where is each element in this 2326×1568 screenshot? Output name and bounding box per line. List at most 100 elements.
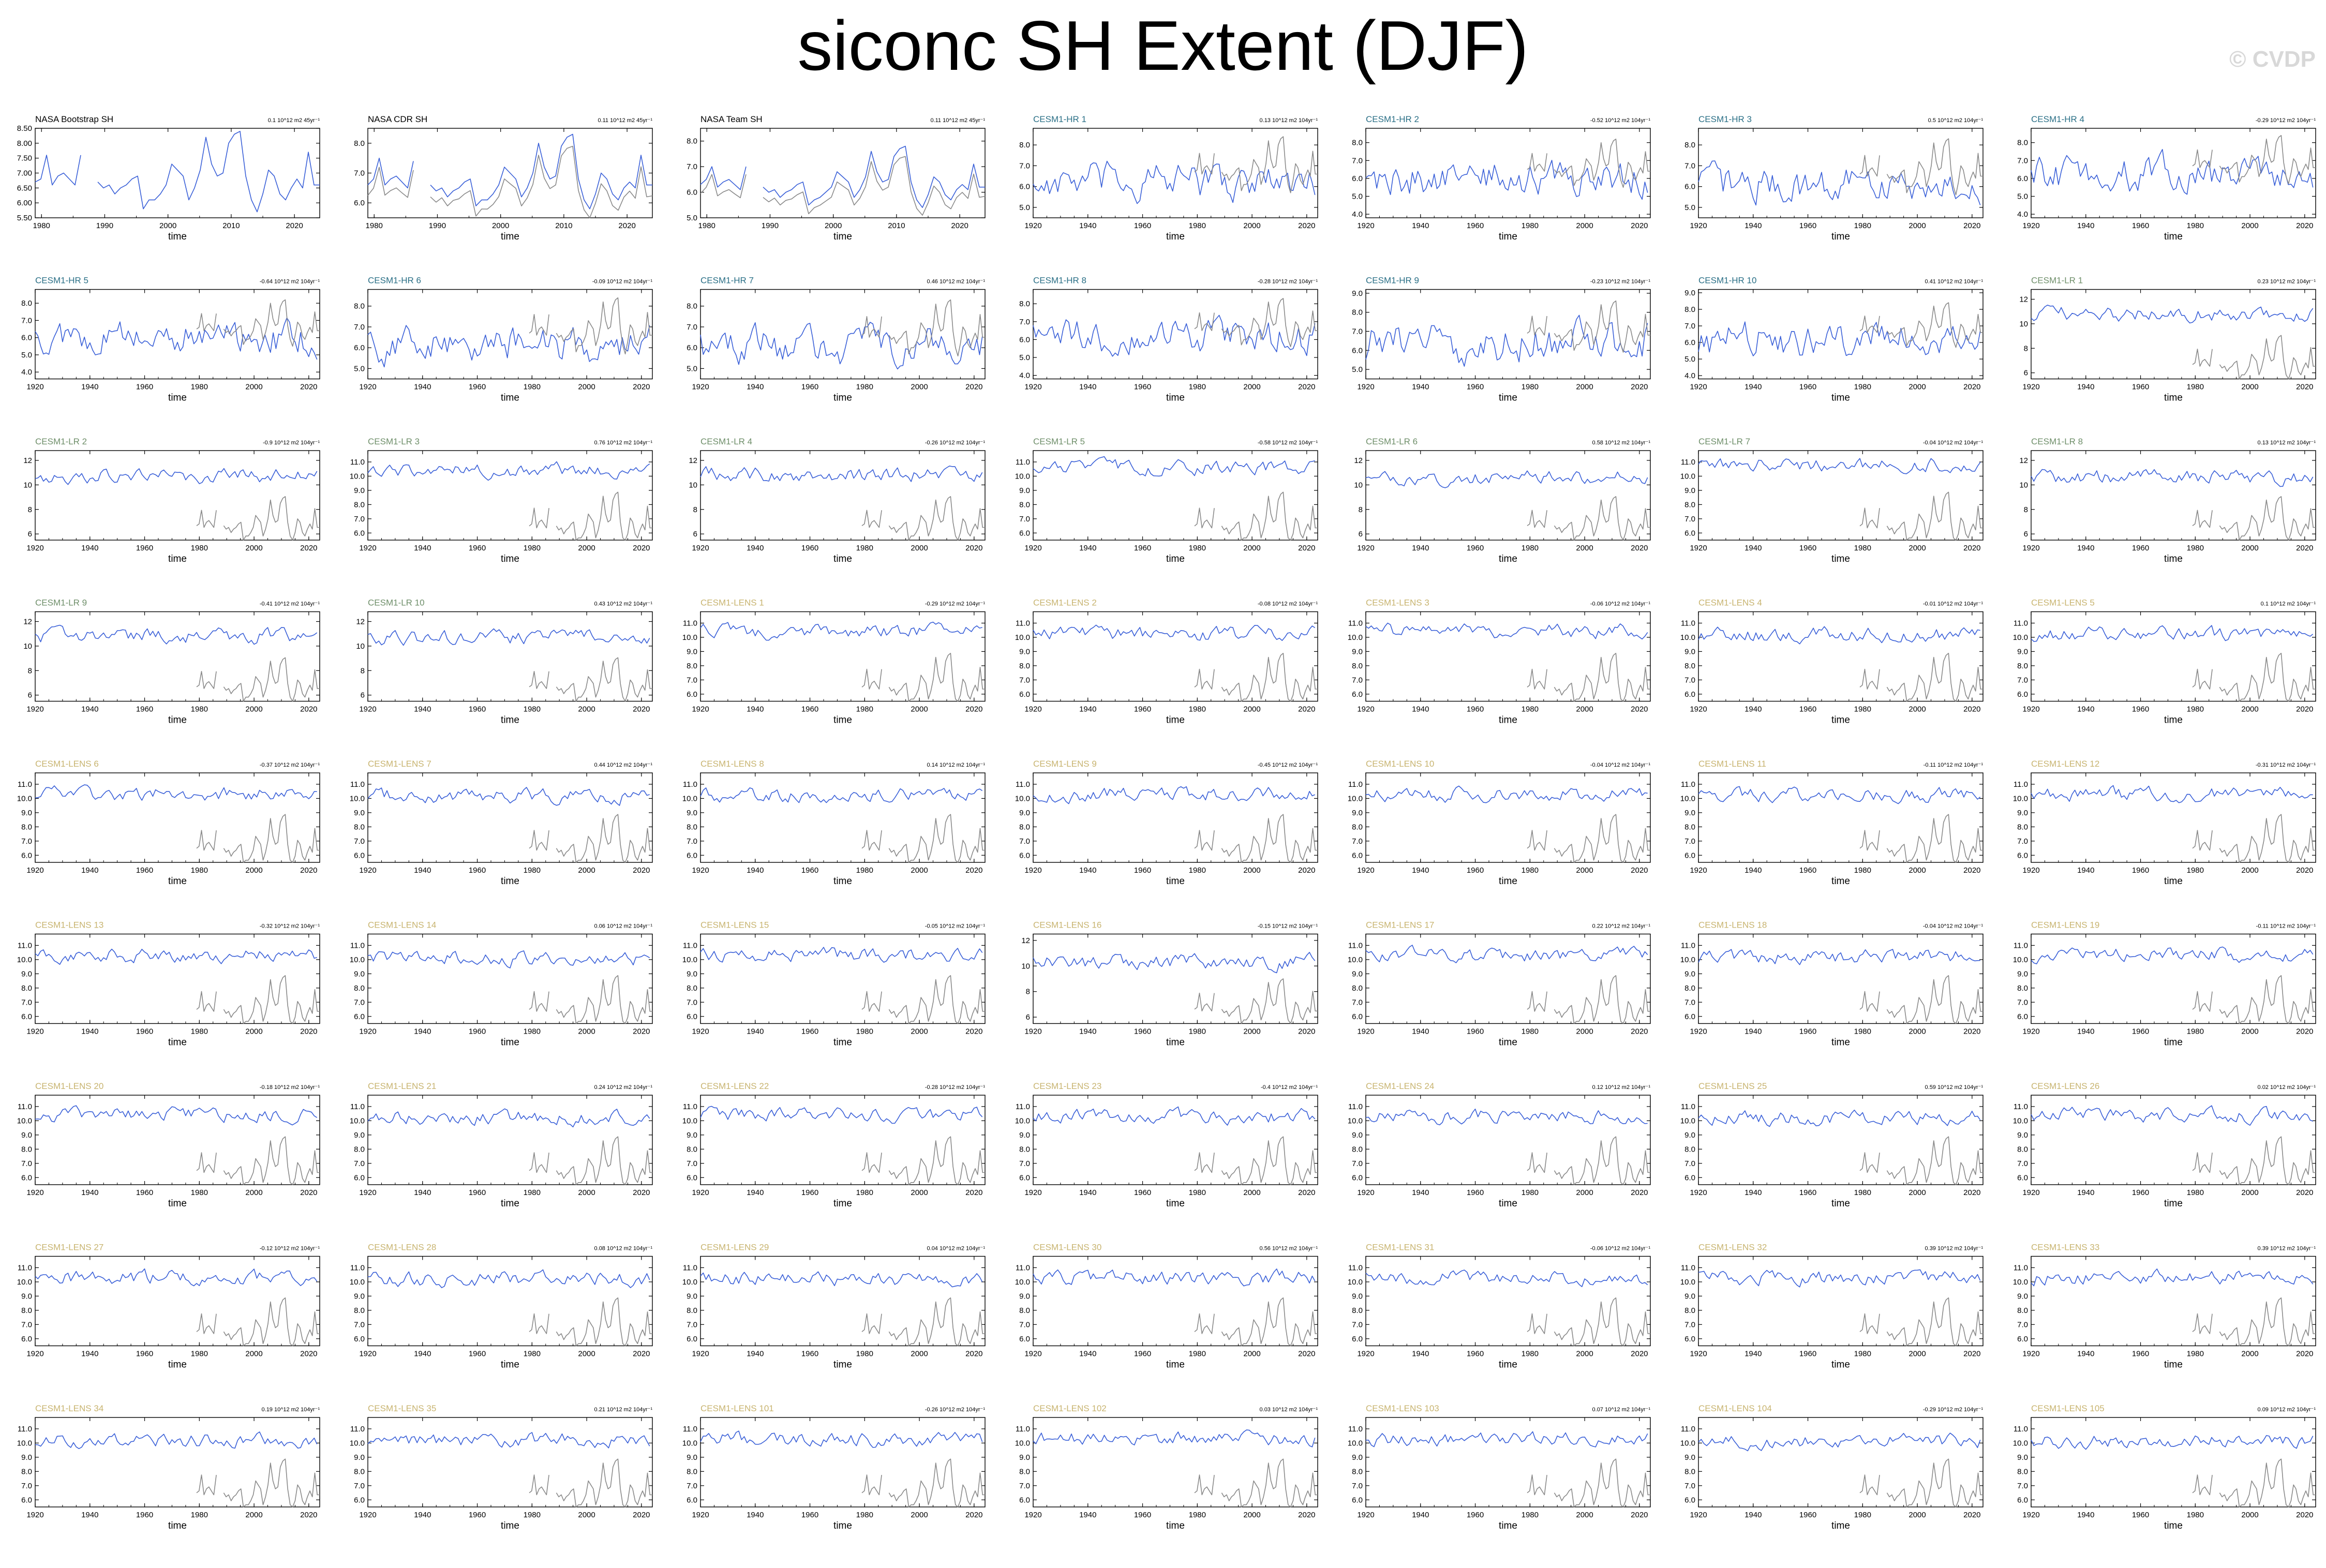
- x-axis-label: time: [1166, 715, 1185, 726]
- x-tick-label: 1920: [1024, 1027, 1041, 1036]
- obs-overlay-line: [529, 1297, 652, 1347]
- x-tick-label: 1920: [359, 383, 376, 392]
- x-tick-label: 1940: [81, 1188, 98, 1197]
- y-tick-label: 6.0: [1684, 529, 1695, 537]
- y-tick-label: 7.0: [354, 169, 365, 178]
- panel-trend: -0.05 10^12 m2 104yr⁻¹: [925, 923, 985, 930]
- x-tick-label: 1940: [2077, 1350, 2094, 1358]
- model-series-line: [367, 950, 650, 968]
- panel-trend: 0.24 10^12 m2 104yr⁻¹: [594, 1084, 653, 1091]
- x-tick-label: 2000: [1243, 1511, 1260, 1519]
- x-tick-label: 1960: [136, 1350, 153, 1358]
- y-tick-label: 6: [28, 530, 32, 539]
- y-tick-label: 8.0: [1684, 305, 1695, 314]
- y-tick-label: 8.0: [2017, 1145, 2028, 1154]
- x-tick-label: 2000: [1243, 1188, 1260, 1197]
- y-tick-label: 6.0: [354, 199, 365, 207]
- model-series-line: [367, 1432, 650, 1448]
- y-tick-label: 9.0: [354, 1292, 365, 1301]
- panel-title: CESM1-HR 7: [700, 276, 754, 286]
- panel-cesm1-lens-10: CESM1-LENS 10 -0.04 10^12 m2 104yr⁻¹ 1920 1…: [1348, 759, 1651, 887]
- model-series-line: [2031, 1435, 2314, 1450]
- x-tick-label: 1940: [1079, 1027, 1096, 1036]
- x-tick-label: 1920: [1357, 705, 1374, 714]
- x-tick-label: 2000: [1576, 544, 1593, 552]
- x-tick-label: 1940: [81, 383, 98, 392]
- x-tick-label: 1940: [1412, 866, 1429, 875]
- y-tick-label: 9.0: [687, 969, 697, 978]
- obs-overlay-line: [1527, 300, 1650, 353]
- x-tick-label: 2000: [2241, 866, 2258, 875]
- y-tick-label: 8: [693, 505, 697, 514]
- model-series-line: [35, 1268, 318, 1287]
- y-tick-label: 6.0: [354, 344, 365, 352]
- y-tick-label: 8.0: [354, 1306, 365, 1315]
- model-series-line: [35, 784, 317, 801]
- x-tick-label: 1980: [1189, 1188, 1206, 1197]
- x-tick-label: 2020: [1298, 544, 1315, 552]
- obs-overlay-line: [1527, 653, 1650, 702]
- y-tick-label: 9.0: [687, 1453, 697, 1462]
- plot-frame: [367, 1417, 653, 1507]
- obs-series-line: [700, 145, 985, 208]
- panel-trend: -0.28 10^12 m2 104yr⁻¹: [1258, 279, 1318, 285]
- x-tick-label: 1940: [81, 544, 98, 552]
- x-tick-label: 2000: [2241, 1027, 2258, 1036]
- x-tick-label: 1940: [414, 383, 431, 392]
- y-tick-label: 6.0: [1352, 1173, 1363, 1182]
- x-tick-label: 1960: [136, 866, 153, 875]
- x-tick-label: 1940: [1079, 221, 1096, 230]
- y-tick-label: 6.0: [354, 1335, 365, 1343]
- x-tick-label: 1920: [26, 1511, 43, 1519]
- x-tick-label: 1920: [2022, 1511, 2039, 1519]
- y-tick-label: 10.0: [2013, 794, 2028, 803]
- x-axis-label: time: [1166, 1198, 1185, 1209]
- x-tick-label: 1940: [1079, 1188, 1096, 1197]
- y-tick-label: 7.0: [2017, 837, 2028, 846]
- x-tick-label: 1960: [1467, 383, 1484, 392]
- panel-cesm1-lens-5: CESM1-LENS 5 0.1 10^12 m2 104yr⁻¹ 1920 1940…: [2013, 598, 2316, 726]
- x-tick-label: 1980: [856, 383, 873, 392]
- plot-frame: [1033, 450, 1318, 541]
- panel-trend: 0.23 10^12 m2 104yr⁻¹: [2258, 279, 2316, 285]
- x-tick-label: 2020: [300, 1027, 317, 1036]
- y-tick-label: 10.0: [350, 955, 365, 964]
- y-tick-label: 8.0: [1019, 141, 1030, 150]
- x-tick-label: 1960: [1799, 1350, 1816, 1358]
- y-tick-label: 8.0: [354, 1467, 365, 1476]
- plot-frame: [1033, 933, 1318, 1024]
- panel-title: CESM1-LR 9: [35, 598, 87, 608]
- y-tick-label: 7.0: [1352, 1320, 1363, 1329]
- x-tick-label: 2020: [1963, 705, 1980, 714]
- x-axis-label: time: [2164, 554, 2183, 564]
- x-tick-label: 1940: [2077, 866, 2094, 875]
- panel-trend: -0.52 10^12 m2 104yr⁻¹: [1590, 117, 1650, 124]
- x-tick-label: 1960: [1134, 866, 1151, 875]
- x-tick-label: 1960: [469, 544, 486, 552]
- x-tick-label: 2000: [1576, 383, 1593, 392]
- x-tick-label: 2000: [578, 1027, 595, 1036]
- plot-frame: [2031, 611, 2316, 702]
- model-series-line: [1365, 160, 1648, 200]
- y-tick-label: 7.0: [687, 1159, 697, 1168]
- obs-overlay-line: [196, 1297, 320, 1347]
- x-tick-label: 2020: [633, 383, 650, 392]
- y-tick-label: 9.0: [354, 486, 365, 495]
- model-series-line: [367, 1108, 650, 1128]
- obs-overlay-line: [1859, 302, 1983, 348]
- y-tick-label: 6.0: [1352, 690, 1363, 699]
- x-axis-label: time: [501, 1037, 519, 1048]
- y-tick-label: 10.0: [682, 794, 697, 803]
- x-tick-label: 2000: [911, 866, 928, 875]
- model-series-line: [1698, 786, 1981, 804]
- x-tick-label: 1960: [1134, 221, 1151, 230]
- panel-cesm1-lens-101: CESM1-LENS 101 -0.26 10^12 m2 104yr⁻¹ 1920…: [682, 1403, 986, 1531]
- plot-frame: [2031, 450, 2316, 541]
- plot-frame: [35, 450, 320, 541]
- x-tick-label: 1990: [429, 221, 446, 230]
- panel-title: CESM1-LENS 24: [1366, 1081, 1434, 1091]
- x-tick-label: 1980: [1189, 221, 1206, 230]
- panel-title: CESM1-LENS 103: [1366, 1403, 1439, 1413]
- plot-frame: [35, 1256, 320, 1347]
- y-tick-label: 7.0: [687, 1482, 697, 1490]
